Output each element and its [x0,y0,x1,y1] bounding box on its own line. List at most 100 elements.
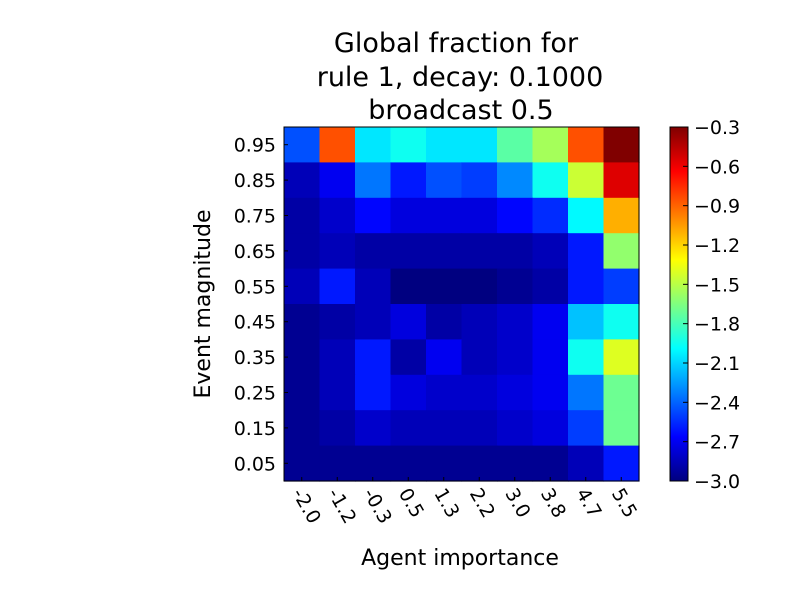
heatmap-cell [497,410,534,447]
heatmap-cell [355,445,392,482]
heatmap-cell [355,233,392,270]
heatmap-cell [497,268,534,305]
heatmap-cell [390,197,427,234]
heatmap-cell [603,127,640,163]
heatmap-cell [284,197,321,234]
colorbar-tick-label: −1.5 [694,274,740,296]
heatmap-cell [390,410,427,447]
heatmap-cell [426,233,463,270]
heatmap-cells [284,127,640,482]
x-tick-label: 1.3 [429,485,463,522]
heatmap-cell [284,233,321,270]
heatmap-cell [390,445,427,482]
heatmap-cell [532,445,569,482]
title-line-2: rule 1, decay: 0.1000 [317,62,604,93]
heatmap-cell [603,162,640,199]
heatmap-cell [461,339,498,376]
heatmap-cell [355,410,392,447]
heatmap-cell [426,374,463,411]
heatmap-cell [284,304,321,340]
colorbar-tick-label: −1.2 [694,235,740,257]
colorbar-ticks: −0.3 −0.6 −0.9 −1.2 −1.5 −1.8 −2.1 −2.4 −2.7 −3.0 [683,117,740,493]
y-tick-label: 0.55 [234,276,276,298]
x-axis-label: Agent importance [361,546,559,571]
x-tick-label: 4.7 [571,485,605,522]
heatmap-cell [568,162,605,199]
x-tick-label: 5.5 [607,485,641,522]
heatmap-cell [426,162,463,199]
heatmap-cell [390,304,427,340]
y-tick-label: 0.95 [234,135,276,157]
x-tick-label: -2.0 [287,485,325,528]
plot-frame [283,126,640,482]
heatmap-cell [603,197,640,234]
heatmap-cell [355,339,392,376]
heatmap-cell [568,127,605,163]
heatmap-cell [390,374,427,411]
y-tick-label: 0.05 [234,453,276,475]
heatmap-cell [532,162,569,199]
heatmap-cell [497,445,534,482]
colorbar-tick-label: −2.7 [694,432,740,454]
heatmap-cell [390,268,427,305]
heatmap-cell [319,127,356,163]
heatmap-cell [568,304,605,340]
x-tick-labels: -2.0-1.2-0.30.5 1.3 2.2 3.0 3.8 4.7 5.5 [287,477,641,528]
colorbar-tick-label: −1.8 [694,314,740,336]
heatmap-cell [532,374,569,411]
heatmap-cell [603,304,640,340]
x-tick-label: -0.3 [358,485,396,528]
y-tick-labels: 0.95 0.85 0.75 0.65 0.55 0.45 0.35 0.25 0.15 0.05 [234,135,288,475]
heatmap-cell [426,268,463,305]
colorbar-tick-label: −0.9 [694,196,740,218]
heatmap-cell [355,268,392,305]
heatmap-cell [461,410,498,447]
heatmap-cell [426,197,463,234]
heatmap-cell [568,233,605,270]
heatmap-cell [461,233,498,270]
heatmap-cell [426,304,463,340]
heatmap-cell [461,268,498,305]
heatmap-cell [461,162,498,199]
colorbar-tick-label: −0.3 [694,117,740,139]
heatmap-cell [355,127,392,163]
y-tick-label: 0.45 [234,312,276,334]
heatmap-cell [603,410,640,447]
heatmap-cell [603,374,640,411]
colorbar-tick-label: −3.0 [694,471,740,493]
heatmap-cell [568,268,605,305]
heatmap-cell [603,268,640,305]
heatmap-cell [532,127,569,163]
heatmap-cell [603,233,640,270]
y-axis-label: Event magnitude [191,209,216,398]
x-tick-label: -1.2 [323,485,361,528]
heatmap-cell [461,197,498,234]
y-tick-label: 0.85 [234,170,276,192]
heatmap-cell [532,268,569,305]
x-tick-label: 0.5 [394,485,428,522]
colorbar: −0.3 −0.6 −0.9 −1.2 −1.5 −1.8 −2.1 −2.4 −2.7 −3.0 [669,117,740,493]
heatmap-cell [355,162,392,199]
y-tick-label: 0.35 [234,347,276,369]
heatmap-cell [603,339,640,376]
heatmap-cell [319,268,356,305]
heatmap-cell [532,197,569,234]
x-tick-label: 3.0 [500,485,534,522]
heatmap-cell [390,127,427,163]
x-tick-label: 3.8 [536,485,570,522]
heatmap-cell [390,233,427,270]
title-line-3: broadcast 0.5 [368,95,553,126]
heatmap-cell [319,162,356,199]
heatmap-cell [284,127,321,163]
heatmap-cell [319,339,356,376]
y-tick-label: 0.25 [234,383,276,405]
heatmap-cell [568,339,605,376]
heatmap-cell [568,197,605,234]
heatmap-cell [390,339,427,376]
heatmap-cell [568,445,605,482]
heatmap-cell [284,374,321,411]
heatmap-cell [497,127,534,163]
heatmap-cell [532,233,569,270]
heatmap-cell [426,410,463,447]
